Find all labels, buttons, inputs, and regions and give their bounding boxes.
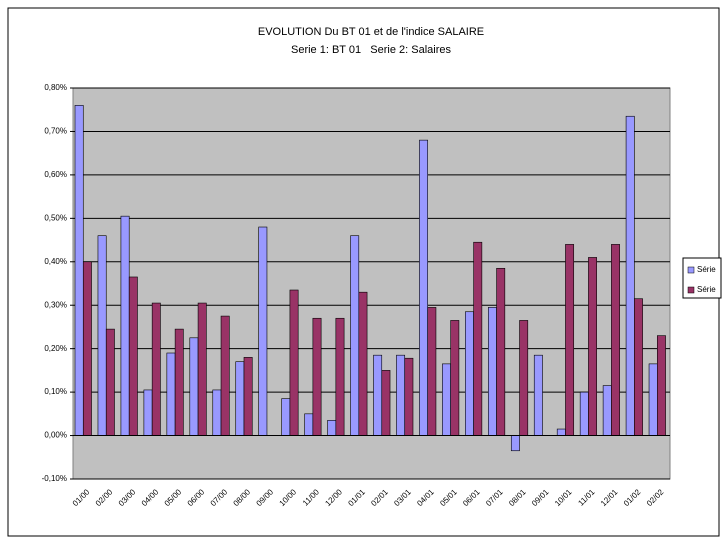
bar <box>212 389 222 436</box>
bar <box>243 357 253 436</box>
chart-subtitle: Serie 1: BT 01 Serie 2: Salaires <box>291 44 451 56</box>
bar <box>105 328 115 436</box>
bar <box>166 352 176 436</box>
y-tick-label: 0,40% <box>44 257 67 266</box>
bar <box>281 398 291 436</box>
bar <box>396 354 406 436</box>
bar <box>625 115 635 436</box>
bar <box>533 354 543 436</box>
bar <box>82 261 92 436</box>
bar <box>289 289 299 436</box>
bar <box>657 335 666 436</box>
bar <box>235 361 245 436</box>
bar <box>634 298 643 436</box>
bar <box>556 428 566 436</box>
bar <box>335 317 345 436</box>
bar <box>510 435 520 452</box>
bar <box>450 320 460 436</box>
bar <box>304 413 314 436</box>
bar <box>565 244 575 436</box>
bar <box>358 291 368 436</box>
bar <box>120 215 130 436</box>
bar <box>350 235 360 436</box>
legend-box <box>682 257 722 299</box>
chart-title: EVOLUTION Du BT 01 et de l'indice SALAIR… <box>258 26 484 38</box>
bar <box>427 307 437 436</box>
y-tick-label: 0,50% <box>44 213 67 222</box>
bar <box>258 226 268 436</box>
y-tick-label: -0,10% <box>42 474 67 483</box>
y-tick-label: 0,30% <box>44 300 67 309</box>
legend-label: Série <box>697 285 716 294</box>
bar <box>189 337 199 436</box>
bar <box>611 244 620 436</box>
bar <box>602 385 612 436</box>
bar <box>465 311 474 436</box>
bar <box>174 328 184 436</box>
y-tick-label: 0,70% <box>44 127 67 136</box>
bar <box>312 317 322 436</box>
bar <box>128 276 138 436</box>
bar <box>151 302 161 436</box>
bar <box>327 420 337 436</box>
bar <box>579 391 589 436</box>
legend-swatch <box>687 266 695 274</box>
bar <box>496 267 506 436</box>
bar <box>74 105 84 436</box>
bar <box>373 354 383 436</box>
bar <box>488 307 497 436</box>
y-tick-label: 0,10% <box>44 387 67 396</box>
bar <box>381 370 391 436</box>
bar <box>419 139 428 436</box>
bar <box>473 241 483 436</box>
bar <box>97 235 107 436</box>
bar <box>519 320 529 436</box>
bar <box>648 363 658 436</box>
bar <box>442 363 451 436</box>
legend-label: Série <box>697 265 716 274</box>
bar <box>197 302 207 436</box>
y-tick-label: 0,80% <box>44 83 67 92</box>
bar <box>220 315 230 436</box>
y-tick-label: 0,00% <box>44 431 67 440</box>
legend-swatch <box>687 286 695 294</box>
bar <box>588 257 597 436</box>
y-tick-label: 0,20% <box>44 344 67 353</box>
y-tick-label: 0,60% <box>44 170 67 179</box>
bar <box>404 357 414 436</box>
bar <box>143 389 153 436</box>
